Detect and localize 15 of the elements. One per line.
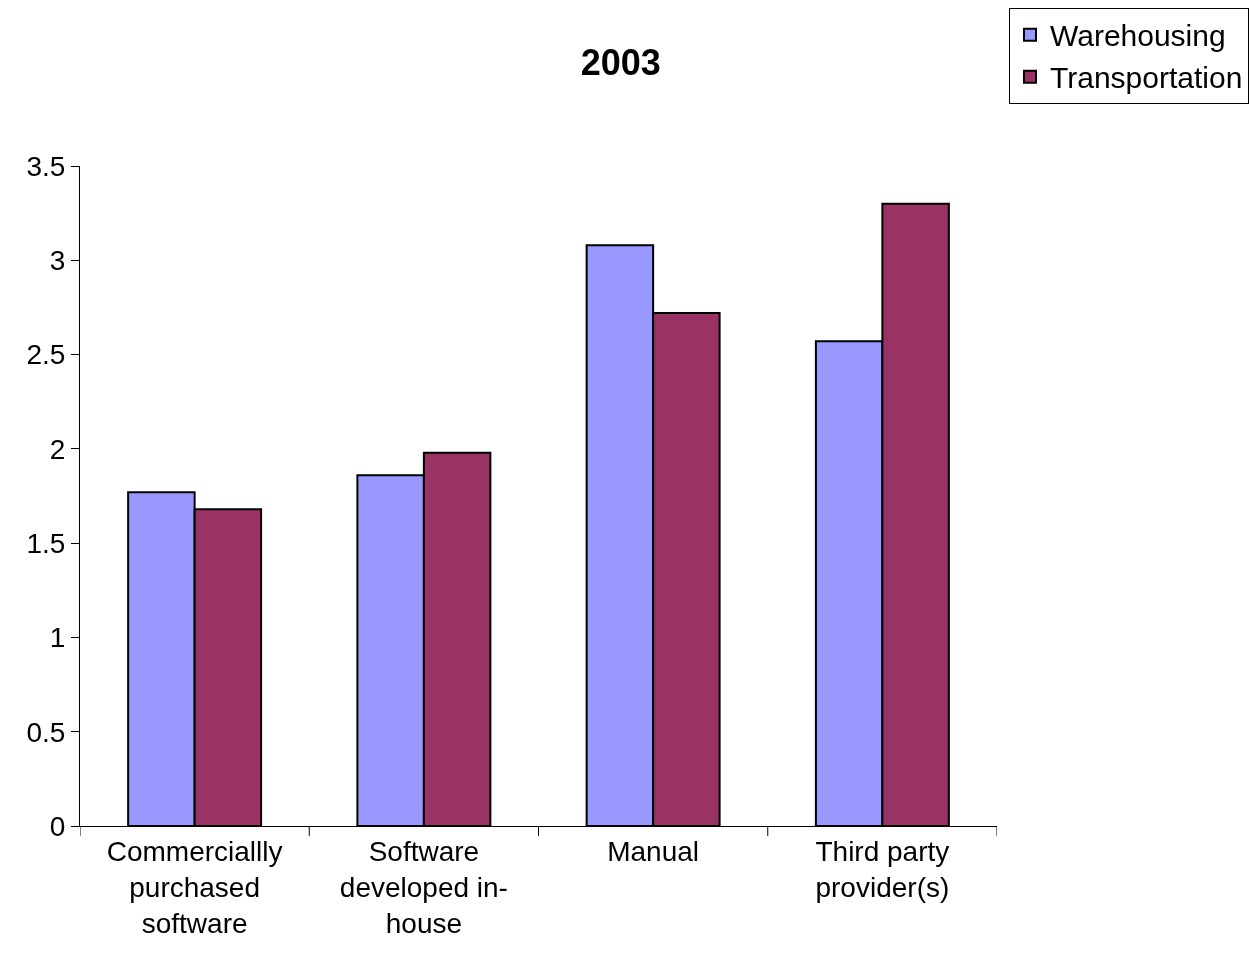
chart-title: 2003 bbox=[580, 42, 661, 84]
legend-label: Warehousing bbox=[1050, 19, 1226, 53]
y-tick-label: 3 bbox=[49, 245, 66, 277]
x-tick-label: Commerciallly purchased software bbox=[106, 835, 283, 940]
y-tick-label: 0.5 bbox=[26, 716, 66, 748]
y-tick-label: 1.5 bbox=[26, 527, 66, 559]
legend-label: Transportation bbox=[1050, 61, 1243, 95]
y-tick-label: 3.5 bbox=[26, 150, 66, 182]
y-tick-label: 1 bbox=[49, 622, 66, 654]
y-tick-label: 0 bbox=[49, 810, 66, 842]
y-tick-label: 2 bbox=[49, 433, 66, 465]
x-tick-label: Software developed in-house bbox=[339, 835, 508, 940]
y-tick-label: 2.5 bbox=[26, 339, 66, 371]
x-tick-label: Third party provider(s) bbox=[815, 835, 950, 903]
x-tick-label: Manual bbox=[607, 835, 700, 867]
